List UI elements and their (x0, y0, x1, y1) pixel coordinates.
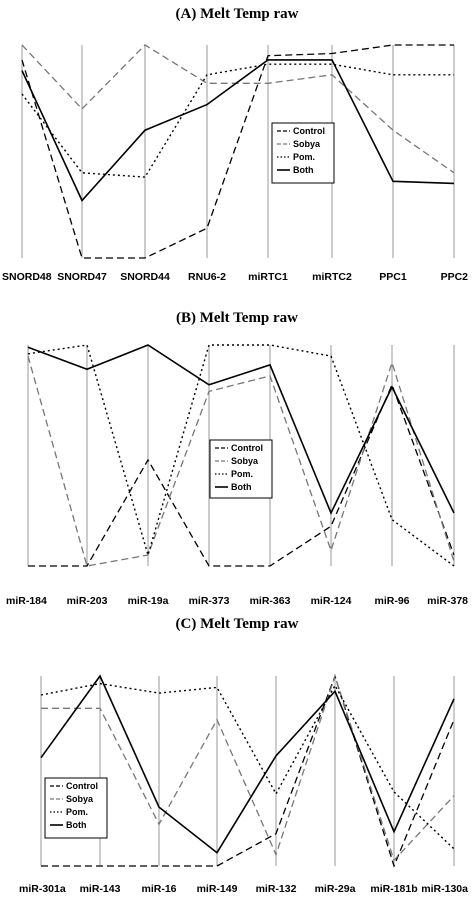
x-tick-label-a-2: SNORD44 (120, 271, 170, 283)
legend-b: Control Sobya Pom. Both (209, 439, 273, 499)
series-sobya-line-c (41, 673, 455, 862)
series-pom-line-c (40, 682, 455, 850)
legend-label-c-2: Pom. (66, 807, 88, 817)
legend-label-a-0: Control (293, 126, 325, 136)
legend-label-a-2: Pom. (293, 152, 315, 162)
x-tick-label-c-7: miR-130a (421, 883, 468, 895)
chart-title-a: (A) Melt Temp raw (176, 6, 299, 22)
x-tick-label-a-5: miRTC2 (312, 271, 352, 283)
series-sobya-line-a (21, 44, 455, 174)
x-tick-label-a-1: SNORD47 (57, 271, 107, 283)
legend-box-b (209, 439, 273, 499)
x-tick-label-b-5: miR-124 (311, 595, 352, 607)
x-tick-label-c-3: miR-149 (197, 883, 238, 895)
chart-title-b: (B) Melt Temp raw (176, 310, 298, 326)
x-tick-label-a-3: RNU6-2 (188, 271, 226, 283)
legend-label-c-0: Control (66, 781, 98, 791)
legend-label-c-1: Sobya (66, 794, 94, 804)
x-tick-label-b-1: miR-203 (67, 595, 108, 607)
x-tick-label-a-6: PPC1 (379, 271, 407, 283)
legend-label-b-0: Control (231, 443, 263, 453)
series-control-line-c (41, 673, 455, 868)
series-both-line-a (21, 59, 455, 202)
chart-title-c: (C) Melt Temp raw (176, 616, 299, 632)
legend-box-a (271, 122, 335, 184)
x-tick-label-c-5: miR-29a (315, 883, 356, 895)
x-tick-label-a-4: miRTC1 (248, 271, 288, 283)
series-sobya-line-b (27, 355, 455, 567)
legend-a: Control Sobya Pom. Both (271, 122, 335, 184)
x-tick-label-a-7: PPC2 (441, 271, 469, 283)
chart-panel-c: (C) Melt Temp raw miR-301a miR-143 miR-16 mi… (19, 616, 468, 895)
x-tick-label-c-6: miR-181b (370, 883, 417, 895)
x-tick-label-c-4: miR-132 (256, 883, 297, 895)
x-tick-label-b-3: miR-373 (189, 595, 230, 607)
legend-label-a-1: Sobya (293, 139, 321, 149)
legend-label-c-3: Both (66, 820, 87, 830)
chart-panel-b: (B) Melt Temp raw miR-184 miR-203 miR-19a mi… (6, 310, 468, 607)
legend-box-c (44, 777, 108, 839)
x-tick-label-a-0: SNORD48 (2, 271, 52, 283)
series-control-line-a (21, 44, 454, 259)
x-tick-label-c-0: miR-301a (19, 883, 66, 895)
x-tick-label-c-2: miR-16 (141, 883, 176, 895)
legend-label-b-1: Sobya (231, 456, 259, 466)
series-pom-line-b (27, 344, 455, 567)
x-tick-label-b-2: miR-19a (128, 595, 169, 607)
x-tick-label-b-4: miR-363 (250, 595, 291, 607)
legend-label-a-3: Both (293, 165, 314, 175)
x-tick-label-b-0: miR-184 (6, 595, 47, 607)
chart-panel-a: (A) Melt Temp raw SNORD48 SNORD47 SNORD44 RN… (2, 6, 468, 283)
x-tick-label-c-1: miR-143 (80, 883, 121, 895)
series-both-line-b (27, 344, 455, 515)
series-both-line-c (40, 674, 455, 854)
legend-c: Control Sobya Pom. Both (44, 777, 108, 839)
x-tick-label-b-6: miR-96 (374, 595, 409, 607)
legend-label-b-2: Pom. (231, 469, 253, 479)
x-tick-label-b-7: miR-378 (427, 595, 468, 607)
legend-label-b-3: Both (231, 482, 252, 492)
